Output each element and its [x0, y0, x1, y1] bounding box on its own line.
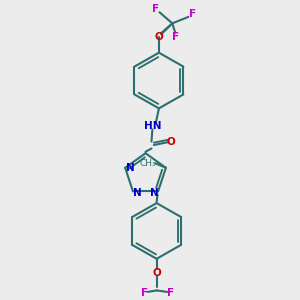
- Text: F: F: [167, 288, 175, 298]
- Text: O: O: [154, 32, 163, 42]
- Text: CH₃: CH₃: [140, 159, 156, 168]
- Text: F: F: [152, 4, 160, 14]
- Text: N: N: [133, 188, 142, 198]
- Text: HN: HN: [144, 121, 162, 131]
- Text: O: O: [167, 137, 175, 147]
- Text: F: F: [189, 9, 196, 19]
- Text: F: F: [141, 288, 148, 298]
- Text: F: F: [172, 32, 179, 42]
- Text: O: O: [152, 268, 161, 278]
- Text: N: N: [150, 188, 159, 198]
- Text: N: N: [126, 163, 135, 173]
